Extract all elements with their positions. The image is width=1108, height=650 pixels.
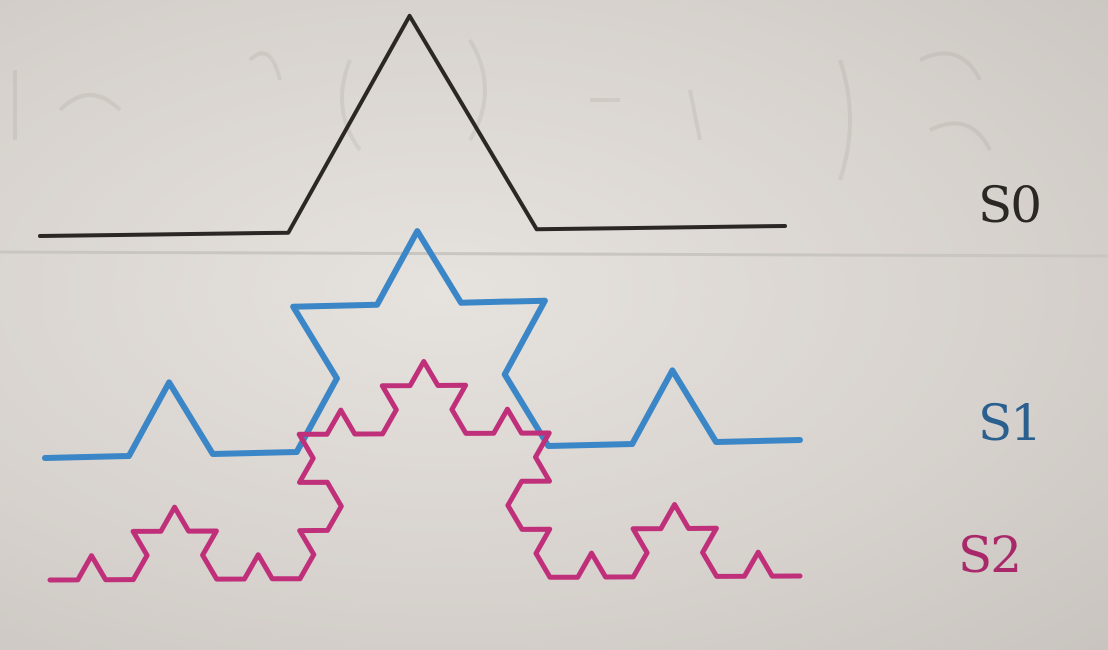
label-s1: S1 bbox=[978, 394, 1042, 452]
label-s2: S2 bbox=[958, 526, 1022, 584]
koch-polyline-s1 bbox=[42, 228, 803, 461]
show-through-marks bbox=[13, 38, 992, 181]
koch-curve-s0 bbox=[38, 13, 787, 238]
label-s0: S0 bbox=[978, 176, 1042, 234]
paper-rule-line bbox=[0, 250, 1108, 258]
koch-curve-s2 bbox=[47, 359, 803, 583]
koch-polyline-s2 bbox=[47, 359, 803, 583]
koch-polyline-s0 bbox=[38, 13, 787, 238]
koch-curve-s1 bbox=[42, 228, 803, 461]
